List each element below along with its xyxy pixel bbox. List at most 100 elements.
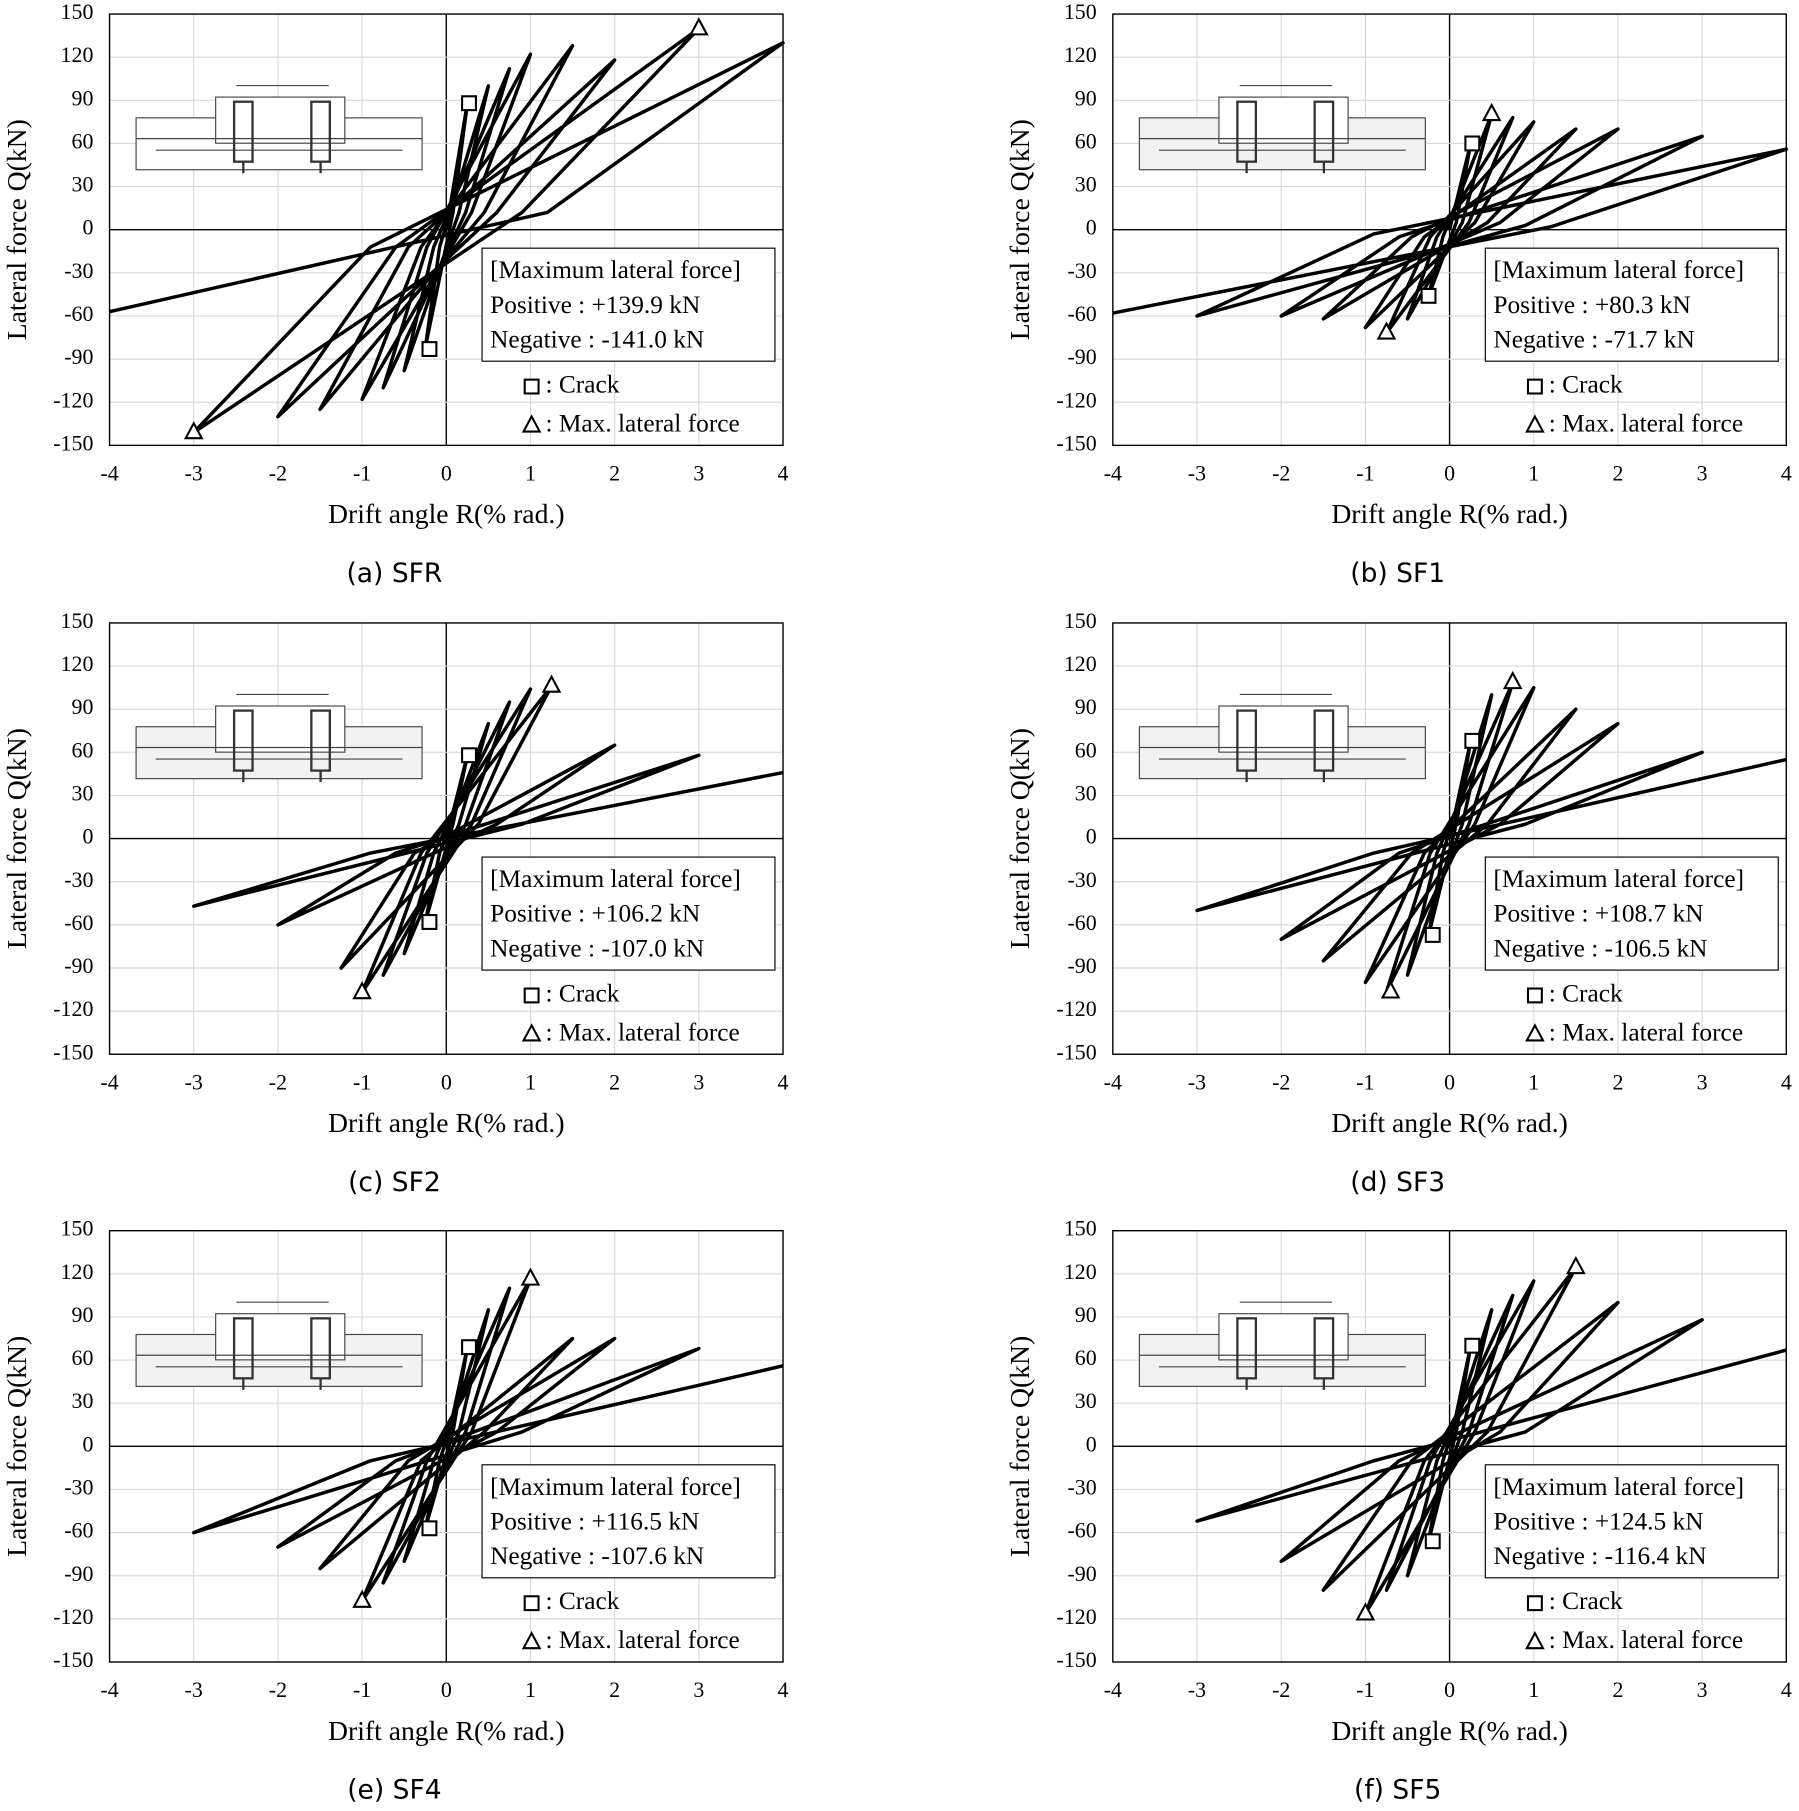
y-tick-label: -120 — [1057, 387, 1097, 412]
y-tick-label: 30 — [1075, 781, 1097, 806]
caption: (a) SFR — [346, 558, 442, 589]
marker-square — [1424, 1533, 1441, 1550]
legend-label: : Max. lateral force — [545, 1018, 739, 1046]
x-tick-label: 4 — [778, 1069, 789, 1094]
y-tick-label: 150 — [1064, 0, 1097, 24]
y-tick-label: 0 — [1086, 824, 1097, 849]
x-tick-label: 1 — [525, 1677, 536, 1702]
annotation: [Maximum lateral force] — [490, 865, 741, 893]
y-axis-label: Lateral force Q(kN) — [1004, 119, 1035, 340]
x-tick-label: 2 — [609, 1677, 620, 1702]
y-tick-label: -30 — [64, 1475, 93, 1500]
y-tick-label: -150 — [1057, 1647, 1097, 1672]
legend-symbol — [1525, 1023, 1545, 1042]
y-tick-label: 90 — [72, 1302, 94, 1327]
y-tick-label: 0 — [82, 215, 93, 240]
inset-column — [1218, 1313, 1349, 1361]
y-tick-label: -60 — [64, 1518, 93, 1543]
y-tick-label: -120 — [53, 1604, 93, 1629]
marker-triangle — [1566, 1255, 1586, 1275]
plot-border — [1112, 13, 1788, 447]
annotation-box — [481, 247, 776, 362]
annotation: Negative : -107.6 kN — [490, 1542, 704, 1570]
x-tick-label: 0 — [1444, 1677, 1455, 1702]
legend-symbol — [1526, 378, 1543, 395]
x-axis-label: Drift angle R(% rad.) — [1331, 1107, 1568, 1138]
legend-label: : Max. lateral force — [545, 410, 739, 438]
legend-label: : Crack — [1549, 1587, 1623, 1615]
caption: (d) SF3 — [1350, 1167, 1445, 1198]
y-tick-label: 30 — [72, 172, 94, 197]
panel: -4 -3 -2 -1 0 1 2 3 4 -150 -120 -90 -60 -30 0 30 60 90 120… — [1004, 1216, 1792, 1806]
legend-symbol — [1525, 414, 1545, 433]
x-tick-label: -3 — [185, 1677, 203, 1702]
y-tick-label: 150 — [61, 0, 94, 24]
marker-triangle — [689, 17, 709, 36]
x-tick-label: 4 — [1781, 460, 1792, 485]
annotation: Positive : +139.9 kN — [490, 291, 700, 319]
x-tick-label: -2 — [269, 460, 287, 485]
y-tick-label: -150 — [53, 1647, 93, 1672]
marker-triangle — [1380, 980, 1401, 999]
x-tick-label: 1 — [525, 1069, 536, 1094]
y-axis-label: Lateral force Q(kN) — [1, 1336, 32, 1557]
y-tick-label: -120 — [1057, 1604, 1097, 1629]
y-axis-label: Lateral force Q(kN) — [1004, 1336, 1035, 1557]
y-tick-label: 120 — [61, 651, 94, 676]
plot-border — [108, 13, 784, 447]
y-tick-label: 60 — [1075, 1345, 1097, 1370]
y-tick-label: -90 — [64, 344, 93, 369]
legend-label: : Max. lateral force — [1549, 1018, 1743, 1046]
y-tick-label: -150 — [1057, 1039, 1097, 1064]
caption: (b) SF1 — [1350, 558, 1445, 589]
marker-square — [421, 341, 438, 358]
hysteresis-curve — [1195, 680, 1787, 994]
annotation-box — [481, 856, 776, 971]
y-tick-label: 150 — [1064, 608, 1097, 633]
legend-symbol — [1525, 1630, 1545, 1650]
hysteresis-curve — [1112, 112, 1789, 335]
legend-label: : Max. lateral force — [1549, 410, 1743, 438]
y-tick-label: -120 — [53, 387, 93, 412]
y-tick-label: -30 — [64, 867, 93, 892]
y-axis-label: Lateral force Q(kN) — [1, 119, 32, 340]
legend-label: : Max. lateral force — [545, 1626, 739, 1654]
marker-square — [461, 95, 477, 112]
y-tick-label: 90 — [1075, 85, 1097, 110]
y-tick-label: 30 — [1075, 1388, 1097, 1413]
caption: (f) SF5 — [1354, 1775, 1441, 1806]
annotation: Negative : -107.0 kN — [490, 934, 704, 962]
x-tick-label: -4 — [1104, 460, 1122, 485]
x-tick-label: 3 — [693, 1677, 704, 1702]
annotation: Positive : +124.5 kN — [1493, 1507, 1703, 1535]
x-tick-label: 2 — [1612, 1677, 1623, 1702]
marker-square — [421, 1520, 438, 1537]
x-tick-label: 0 — [441, 1069, 452, 1094]
x-tick-label: 4 — [778, 460, 789, 485]
legend-symbol — [523, 378, 540, 395]
y-tick-label: -120 — [53, 996, 93, 1021]
marker-triangle — [1355, 1602, 1376, 1621]
x-tick-label: 0 — [1444, 1069, 1455, 1094]
y-tick-label: -150 — [53, 430, 93, 455]
legend-symbol — [523, 1595, 540, 1612]
legend-symbol — [1526, 987, 1543, 1004]
inset-column — [1218, 705, 1349, 753]
legend-symbol — [521, 1023, 542, 1042]
annotation: Negative : -71.7 kN — [1493, 325, 1694, 353]
y-tick-label: 120 — [1064, 651, 1097, 676]
y-tick-label: 60 — [1075, 737, 1097, 762]
x-axis-label: Drift angle R(% rad.) — [1331, 1715, 1568, 1746]
y-tick-label: -150 — [1057, 430, 1097, 455]
y-tick-label: -60 — [64, 301, 93, 326]
x-tick-label: -1 — [1356, 1069, 1374, 1094]
x-tick-label: -1 — [1356, 460, 1374, 485]
x-tick-label: 1 — [1528, 1677, 1539, 1702]
y-tick-label: -150 — [53, 1039, 93, 1064]
x-tick-label: 2 — [609, 460, 620, 485]
marker-triangle — [541, 674, 562, 693]
x-tick-label: 2 — [609, 1069, 620, 1094]
x-tick-label: -2 — [1272, 460, 1290, 485]
y-tick-label: 60 — [72, 1345, 94, 1370]
x-tick-label: -4 — [1104, 1069, 1122, 1094]
